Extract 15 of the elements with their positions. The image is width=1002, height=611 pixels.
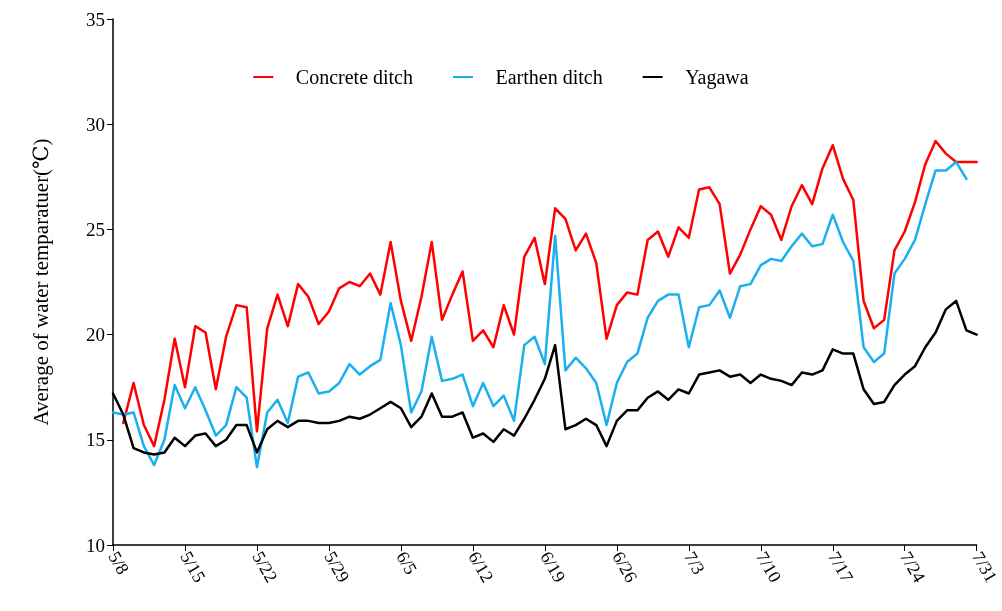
- y-axis-title: Average of water temparatuer(℃): [28, 138, 53, 426]
- x-tick-label: 7/17: [824, 548, 858, 586]
- legend-label: Concrete ditch: [295, 66, 413, 88]
- y-tick-label: 10: [86, 534, 105, 556]
- y-tick-label: 20: [86, 324, 105, 346]
- x-tick-label: 5/8: [104, 548, 134, 578]
- x-tick-label: 6/5: [392, 548, 422, 578]
- y-tick-label: 30: [86, 113, 105, 135]
- legend-label: Yagawa: [685, 66, 749, 89]
- y-tick-label: 25: [86, 218, 105, 240]
- legend-label: Earthen ditch: [495, 66, 603, 88]
- y-tick-label: 15: [86, 429, 105, 451]
- x-tick-label: 6/19: [536, 548, 570, 586]
- y-tick-label: 35: [86, 8, 105, 30]
- x-tick-label: 7/3: [680, 548, 709, 578]
